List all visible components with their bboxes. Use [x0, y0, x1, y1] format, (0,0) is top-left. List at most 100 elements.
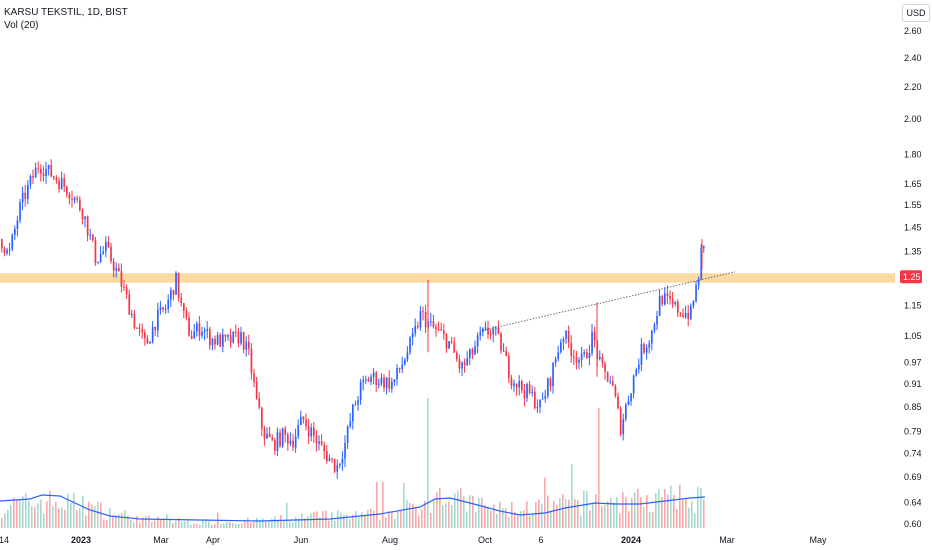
volume-bar	[55, 501, 57, 528]
candle-body	[6, 249, 8, 254]
candle	[638, 358, 640, 374]
volume-bar	[223, 523, 225, 528]
volume-bar	[214, 524, 216, 528]
volume-bar	[391, 511, 393, 528]
volume-bar	[664, 488, 666, 528]
candle-body	[573, 356, 575, 358]
volume-bar	[115, 515, 117, 528]
candle-body	[357, 400, 359, 405]
candlesticks	[1, 159, 705, 479]
candle-body	[544, 395, 547, 399]
volume-bar	[187, 519, 189, 528]
volume-bar	[133, 522, 135, 528]
volume-bar	[280, 514, 282, 528]
candle-body	[289, 440, 292, 444]
volume-bar	[442, 504, 444, 528]
volume-bar	[586, 491, 588, 528]
volume-bar	[148, 515, 150, 528]
candle	[430, 313, 432, 327]
candle	[300, 410, 302, 426]
candle-body	[245, 341, 248, 350]
candle	[372, 368, 375, 385]
volume-bar	[484, 505, 486, 528]
candle-body	[583, 352, 586, 354]
candle-body	[614, 385, 617, 397]
candle	[313, 421, 315, 443]
candle-body	[190, 335, 193, 339]
candle-body	[567, 330, 570, 343]
candle-body	[339, 463, 341, 466]
volume-bar	[424, 500, 426, 528]
candle-body	[40, 168, 42, 174]
candle-body	[658, 296, 661, 316]
candle	[47, 164, 50, 176]
volume-bar	[298, 518, 300, 528]
candle	[185, 307, 188, 321]
candle	[118, 263, 120, 272]
volume-bar	[109, 508, 111, 528]
volume-bar	[181, 521, 183, 528]
candle-body	[105, 241, 107, 252]
candle-body	[677, 301, 679, 313]
candle	[188, 312, 190, 337]
volume-bar	[403, 483, 405, 528]
candle-body	[123, 286, 125, 288]
volume-bar	[595, 494, 597, 528]
candle	[341, 451, 344, 471]
candle-body	[456, 352, 458, 360]
candle	[284, 426, 287, 443]
volume-bar	[370, 508, 372, 528]
volume-bar	[703, 499, 705, 528]
candle	[242, 331, 245, 354]
candle-body	[193, 331, 196, 339]
candle-body	[497, 327, 500, 334]
candle	[487, 320, 489, 339]
candle	[302, 416, 305, 424]
candle	[383, 374, 385, 392]
volume-bar	[445, 503, 447, 528]
symbol-title[interactable]: KARSU TEKSTIL, 1D, BIST	[4, 7, 128, 18]
candle-body	[635, 369, 638, 376]
candle	[466, 351, 469, 367]
candle-body	[479, 332, 482, 336]
candle	[250, 343, 253, 380]
candle	[573, 349, 575, 366]
volume-bar	[100, 502, 102, 528]
candle	[536, 399, 539, 413]
candle	[591, 324, 593, 356]
candle	[235, 324, 237, 338]
candle-body	[627, 401, 630, 405]
candle	[203, 327, 206, 341]
candle-body	[240, 332, 242, 344]
candle	[219, 332, 222, 348]
candle-body	[547, 378, 549, 396]
candle	[144, 329, 146, 346]
candle-body	[372, 372, 375, 377]
candle-body	[554, 359, 557, 363]
candle	[401, 356, 404, 373]
candle-body	[601, 357, 604, 364]
volume-indicator-label[interactable]: Vol (20)	[4, 20, 39, 31]
candle-body	[513, 383, 515, 386]
currency-button[interactable]: USD	[902, 4, 930, 22]
candle-body	[73, 197, 76, 201]
candle-body	[349, 421, 352, 427]
candle	[531, 385, 534, 397]
candle	[227, 334, 229, 341]
candle	[393, 379, 396, 386]
candle-body	[430, 321, 432, 323]
candle	[500, 332, 502, 354]
candle-body	[580, 353, 583, 360]
volume-bar	[13, 497, 15, 528]
candle-body	[526, 384, 528, 399]
volume-bar	[238, 523, 240, 528]
candle	[315, 430, 318, 452]
volume-bar	[130, 520, 132, 528]
y-tick-label: 0.74	[904, 448, 922, 458]
candle-body	[133, 313, 136, 328]
volume-bar	[301, 513, 303, 528]
volume-bar	[289, 521, 291, 528]
candle-body	[71, 198, 73, 201]
volume-bar	[268, 520, 270, 528]
